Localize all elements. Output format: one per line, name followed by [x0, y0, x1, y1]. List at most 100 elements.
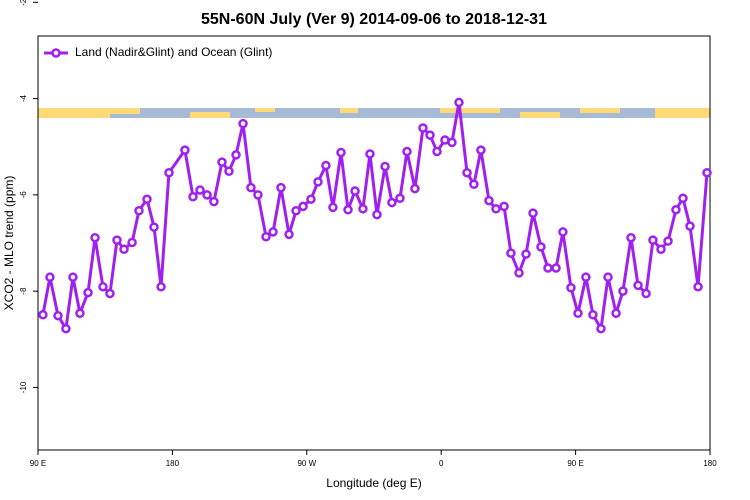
- data-point: [105, 288, 115, 299]
- data-point: [499, 201, 509, 212]
- data-point: [261, 231, 271, 242]
- y-tick-label: -2: [19, 0, 28, 6]
- x-tick-label: 90 W: [297, 459, 316, 468]
- data-point: [328, 202, 338, 213]
- data-point: [253, 190, 263, 200]
- data-point: [313, 177, 323, 187]
- data-point: [90, 232, 100, 243]
- data-point: [558, 227, 568, 237]
- data-point: [543, 263, 553, 273]
- x-tick-label: 180: [703, 459, 717, 468]
- data-point: [611, 308, 621, 319]
- data-point: [671, 205, 681, 215]
- legend-marker: [51, 48, 61, 58]
- x-axis-label: Longitude (deg E): [326, 476, 421, 490]
- x-tick-label: 180: [166, 459, 180, 468]
- data-point: [336, 147, 346, 158]
- data-point: [581, 272, 591, 282]
- data-point: [276, 182, 286, 193]
- data-point: [641, 288, 651, 299]
- data-point: [626, 232, 636, 243]
- data-point: [83, 287, 93, 298]
- data-point: [596, 323, 606, 334]
- data-point: [246, 182, 256, 193]
- chart-title: 55N-60N July (Ver 9) 2014-09-06 to 2018-…: [201, 11, 547, 28]
- data-point: [454, 97, 464, 108]
- data-point: [469, 179, 479, 190]
- x-tick-label: 0: [439, 459, 444, 468]
- map-strip: [38, 108, 710, 118]
- data-point: [321, 160, 331, 171]
- data-point: [702, 167, 712, 178]
- data-point: [402, 146, 412, 157]
- data-point: [551, 263, 561, 273]
- data-point: [358, 204, 368, 214]
- data-point: [521, 249, 531, 259]
- data-point: [231, 150, 241, 160]
- data-point: [298, 201, 308, 212]
- data-point: [588, 309, 598, 320]
- data-point: [61, 323, 71, 334]
- x-tick-label: 90 E: [30, 459, 46, 468]
- data-point: [693, 282, 703, 292]
- y-tick-label: -8: [19, 287, 28, 295]
- y-tick-label: -10: [19, 381, 28, 393]
- y-tick-label: -6: [19, 191, 28, 199]
- data-point: [395, 193, 405, 203]
- data-point: [618, 286, 628, 296]
- data-point: [202, 190, 212, 200]
- data-point: [514, 268, 524, 278]
- data-point: [195, 185, 205, 195]
- data-point: [365, 149, 375, 159]
- data-point: [387, 197, 397, 208]
- data-point: [156, 282, 166, 292]
- data-point: [372, 209, 382, 220]
- data-point: [112, 235, 122, 245]
- data-point: [268, 227, 278, 237]
- data-point: [350, 186, 360, 196]
- data-point: [484, 195, 494, 206]
- data-point: [447, 137, 457, 148]
- data-point: [142, 194, 152, 204]
- y-axis-label: XCO2 - MLO trend (ppm): [2, 176, 16, 311]
- data-point: [648, 235, 658, 245]
- data-point: [380, 161, 390, 172]
- data-point: [685, 221, 695, 231]
- y-tick-label: -4: [19, 94, 28, 102]
- data-point: [603, 272, 613, 282]
- data-point: [53, 310, 63, 321]
- data-point: [98, 282, 108, 292]
- data-point: [134, 205, 144, 216]
- data-point: [506, 248, 516, 258]
- data-point: [343, 205, 353, 215]
- data-point: [633, 280, 643, 291]
- data-point: [68, 272, 78, 282]
- data-point: [188, 192, 198, 202]
- data-point: [149, 222, 159, 232]
- data-point: [425, 130, 435, 140]
- data-point: [306, 194, 316, 204]
- data-point: [209, 196, 219, 207]
- data-point: [656, 244, 666, 255]
- data-point: [164, 167, 174, 178]
- data-point: [573, 308, 583, 319]
- data-point: [119, 244, 129, 255]
- data-point: [410, 183, 420, 194]
- data-point: [536, 242, 546, 252]
- data-point: [528, 208, 538, 218]
- data-point: [238, 118, 248, 129]
- data-point: [491, 204, 501, 214]
- data-point: [224, 166, 234, 177]
- data-point: [75, 308, 85, 319]
- data-point: [432, 146, 442, 157]
- x-tick-label: 90 E: [567, 459, 583, 468]
- data-point: [180, 145, 190, 155]
- data-point: [38, 309, 48, 320]
- data-point: [418, 123, 428, 133]
- data-point: [127, 237, 137, 248]
- data-point: [663, 236, 673, 246]
- data-point: [462, 167, 472, 178]
- data-point: [217, 157, 227, 167]
- data-point: [476, 145, 486, 155]
